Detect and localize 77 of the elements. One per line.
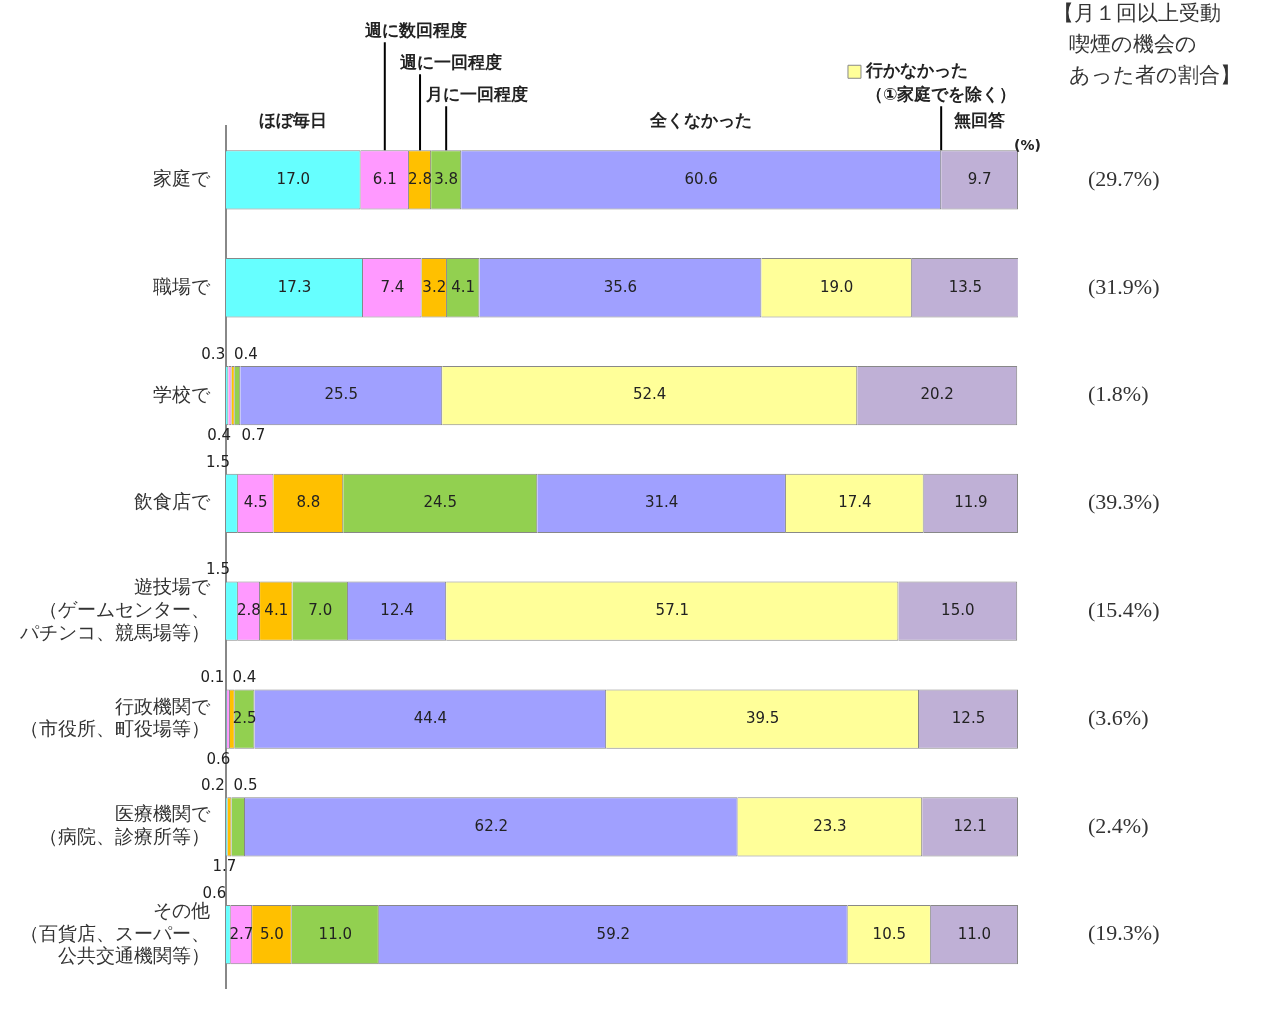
data-label: 4.1	[264, 601, 289, 620]
data-label: 23.3	[813, 816, 847, 835]
data-label: 19.0	[819, 277, 854, 296]
data-label: 11.0	[957, 924, 992, 943]
series-label: 全くなかった	[649, 110, 753, 131]
data-label: 20.2	[920, 385, 954, 404]
y-tick-label: 家庭で	[153, 167, 211, 189]
data-label: 8.8	[296, 493, 321, 512]
data-label: 62.2	[474, 816, 509, 835]
text: (15.4%)	[1088, 596, 1160, 622]
text: 週に一回程度	[399, 52, 503, 73]
data-label: 7.4	[380, 277, 405, 296]
data-label: 1.5	[206, 560, 230, 579]
y-tick-label: 職場で	[153, 275, 211, 297]
data-label: 4.5	[243, 493, 268, 512]
text: (2.4%)	[1088, 812, 1149, 838]
y-tick-label: 遊技場で（ゲームセンター、パチンコ、競馬場等）	[19, 576, 211, 643]
data-label: 59.2	[596, 924, 630, 943]
y-tick-label: 行政機関で（市役所、町役場等）	[20, 695, 211, 740]
data-label: 24.5	[423, 493, 457, 512]
text: 【月１回以上受動喫煙の機会のあった者の割合】	[1053, 1, 1241, 88]
data-label: 9.7	[967, 169, 992, 188]
data-label: 0.6	[206, 749, 231, 768]
text: (29.7%)	[1088, 165, 1160, 191]
data-label: 10.5	[872, 924, 906, 943]
y-tick-label: その他（百貨店、スーパー、公共交通機関等）	[20, 899, 210, 967]
text: 月に一回程度	[425, 84, 529, 105]
data-label: 0.1	[200, 668, 225, 687]
legend-label: 行かなかった（①家庭でを除く）	[864, 60, 1017, 105]
data-label: 12.4	[380, 601, 414, 620]
series-label: 無回答	[953, 110, 1006, 131]
data-label: 5.0	[260, 924, 284, 943]
data-label: 3.2	[422, 277, 447, 296]
data-label: 39.5	[745, 708, 780, 727]
data-label: 31.4	[644, 493, 679, 512]
data-label: 0.4	[232, 668, 257, 687]
data-label: 0.7	[241, 426, 266, 445]
series-label: ほぼ毎日	[259, 110, 328, 131]
data-label: 44.4	[413, 708, 448, 727]
data-label: 15.0	[941, 601, 975, 620]
x-axis-title: (%)	[1014, 136, 1041, 153]
y-tick-label: 医療機関で（病院、診療所等）	[39, 803, 211, 848]
text: (19.3%)	[1088, 920, 1160, 946]
data-label: 0.6	[202, 883, 227, 902]
text: (31.9%)	[1088, 273, 1160, 299]
data-label: 2.8	[237, 601, 261, 620]
data-label: 0.3	[201, 344, 226, 363]
data-label: 35.6	[603, 277, 638, 296]
data-label: 11.0	[318, 924, 352, 943]
data-label: 3.8	[434, 169, 459, 188]
data-label: 0.4	[207, 426, 232, 445]
data-label: 0.2	[200, 776, 225, 795]
data-label: 17.3	[277, 277, 312, 296]
data-label: 0.5	[233, 776, 258, 795]
data-label: 6.1	[372, 169, 397, 188]
data-label: 57.1	[655, 601, 689, 620]
data-label: 4.1	[451, 277, 476, 296]
data-label: 1.7	[212, 857, 237, 876]
data-label: 12.5	[951, 708, 986, 727]
data-label: 12.1	[953, 816, 987, 835]
text: (39.3%)	[1088, 489, 1160, 515]
data-label: 17.4	[838, 493, 872, 512]
data-label: 60.6	[684, 169, 718, 188]
y-tick-label: 学校で	[153, 383, 211, 405]
y-tick-label: 飲食店で	[134, 491, 211, 513]
data-label: 13.5	[948, 277, 983, 296]
data-label: 2.7	[229, 924, 254, 943]
text: (3.6%)	[1088, 704, 1149, 730]
data-label: 25.5	[324, 385, 358, 404]
data-label: 17.0	[276, 169, 311, 188]
text: (1.8%)	[1088, 381, 1149, 407]
data-label: 52.4	[633, 385, 667, 404]
data-label: 11.9	[954, 493, 988, 512]
data-label: 1.5	[206, 452, 230, 471]
data-label: 7.0	[308, 601, 333, 620]
text: 週に数回程度	[363, 20, 467, 41]
data-label: 0.4	[233, 344, 258, 363]
